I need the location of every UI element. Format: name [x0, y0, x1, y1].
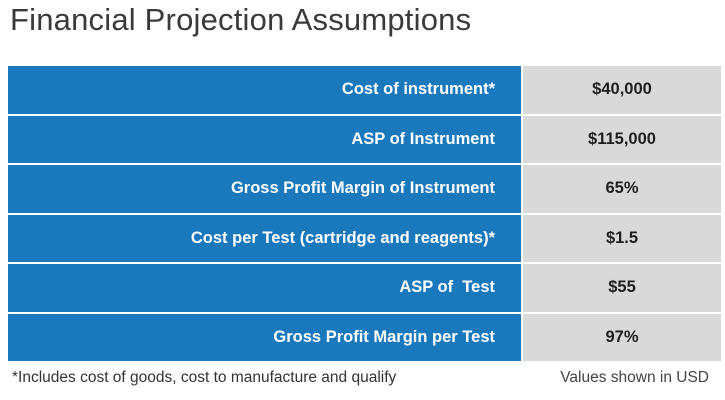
- table-row: Gross Profit Margin per Test 97%: [8, 313, 721, 361]
- units-note: Values shown in USD: [560, 369, 709, 386]
- table-row: ASP of Test $55: [8, 264, 721, 312]
- row-label: Gross Profit Margin of Instrument: [8, 165, 521, 213]
- row-label: ASP of Instrument: [8, 115, 521, 163]
- row-value: $115,000: [523, 115, 721, 163]
- table-row: Cost of instrument* $40,000: [8, 66, 721, 114]
- assumptions-table: Cost of instrument* $40,000 ASP of Instr…: [8, 66, 721, 361]
- row-label: Cost per Test (cartridge and reagents)*: [8, 214, 521, 262]
- row-label: ASP of Test: [8, 264, 521, 312]
- row-value: 65%: [523, 165, 721, 213]
- footnote: *Includes cost of goods, cost to manufac…: [12, 369, 397, 386]
- row-label: Cost of instrument*: [8, 66, 521, 114]
- page-title: Financial Projection Assumptions: [10, 2, 472, 37]
- row-label: Gross Profit Margin per Test: [8, 313, 521, 361]
- row-value: $1.5: [523, 214, 721, 262]
- table-row: Cost per Test (cartridge and reagents)* …: [8, 214, 721, 262]
- row-value: $55: [523, 264, 721, 312]
- row-value: $40,000: [523, 66, 721, 114]
- table-row: ASP of Instrument $115,000: [8, 115, 721, 163]
- row-value: 97%: [523, 313, 721, 361]
- table-row: Gross Profit Margin of Instrument 65%: [8, 165, 721, 213]
